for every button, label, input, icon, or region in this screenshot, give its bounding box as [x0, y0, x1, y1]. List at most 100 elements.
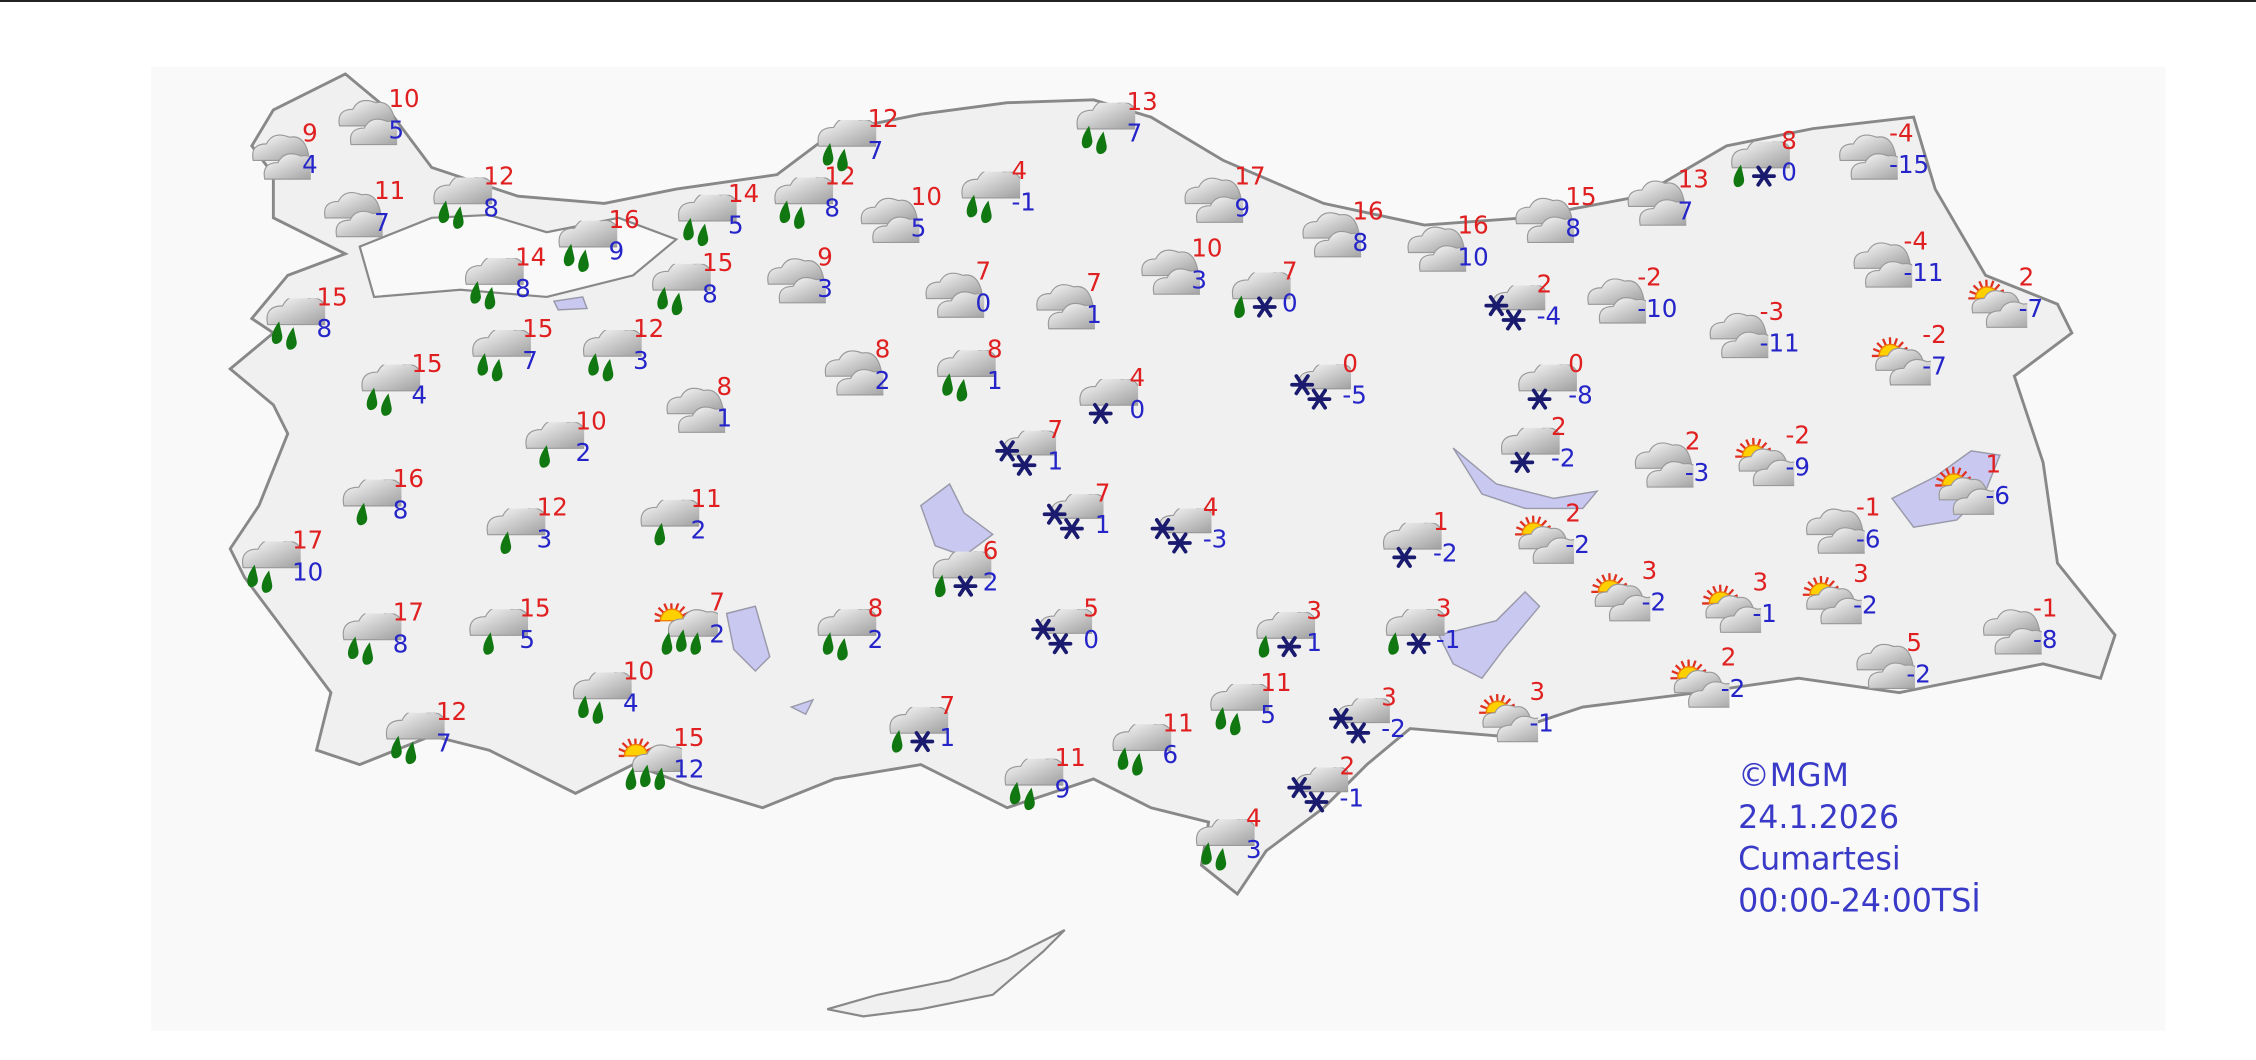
min-temp: 5 — [911, 218, 927, 242]
max-temp: 3 — [1853, 563, 1869, 587]
min-temp: 6 — [1163, 744, 1179, 768]
min-temp: 3 — [633, 350, 649, 374]
max-temp: 12 — [537, 497, 568, 521]
min-temp: -2 — [1853, 595, 1877, 619]
station-snow-showers: 2-1 — [1285, 767, 1386, 830]
max-temp: 2 — [2019, 267, 2035, 291]
station-partly-cloudy: -2-7 — [1868, 336, 1969, 399]
min-temp: 0 — [1129, 399, 1145, 423]
min-temp: 3 — [817, 278, 833, 302]
min-temp: 1 — [987, 370, 1003, 394]
max-temp: 15 — [673, 727, 704, 751]
min-temp: -1 — [1436, 629, 1460, 653]
min-temp: 1 — [1306, 632, 1322, 656]
max-temp: 3 — [1306, 601, 1322, 625]
max-temp: -1 — [1856, 497, 1880, 521]
station-partly-cloudy: 3-2 — [1799, 575, 1900, 638]
min-temp: 9 — [1234, 198, 1250, 222]
max-temp: 1 — [1433, 511, 1449, 535]
max-temp: 7 — [1047, 419, 1063, 443]
station-sleet: 3-1 — [1381, 609, 1482, 672]
max-temp: 7 — [940, 696, 956, 720]
max-temp: 4 — [1246, 808, 1262, 832]
max-temp: 14 — [728, 183, 759, 207]
max-temp: 12 — [436, 701, 467, 725]
min-temp: 5 — [519, 629, 535, 653]
forecast-day: Cumartesi — [1738, 839, 1981, 881]
station-snow-showers: 4-3 — [1148, 508, 1249, 571]
min-temp: 7 — [436, 733, 452, 757]
max-temp: 11 — [1163, 713, 1194, 737]
station-snow-showers: 2-4 — [1482, 285, 1583, 348]
min-temp: 9 — [609, 241, 625, 265]
min-temp: -2 — [1551, 448, 1575, 472]
max-temp: 3 — [1752, 572, 1768, 596]
min-temp: -6 — [1856, 529, 1880, 553]
copyright-label: ©MGM — [1738, 756, 1981, 798]
station-cloudy: -4-11 — [1849, 242, 1950, 305]
max-temp: 14 — [515, 247, 546, 271]
max-temp: 5 — [1906, 632, 1922, 656]
min-temp: 8 — [1565, 218, 1581, 242]
station-snow: 2-2 — [1496, 428, 1597, 491]
max-temp: 1 — [1986, 454, 2002, 478]
min-temp: 3 — [1191, 270, 1207, 294]
min-temp: 9 — [1055, 779, 1071, 803]
max-temp: 15 — [317, 287, 348, 311]
min-temp: -8 — [2033, 629, 2057, 653]
cyprus — [827, 930, 1064, 1016]
forecast-period: 00:00-24:00TSİ — [1738, 881, 1981, 923]
min-temp: 7 — [868, 140, 884, 164]
min-temp: 1 — [940, 727, 956, 751]
min-temp: 12 — [673, 759, 704, 783]
min-temp: 8 — [317, 319, 333, 343]
max-temp: 16 — [393, 468, 424, 492]
min-temp: 8 — [515, 278, 531, 302]
max-temp: 11 — [1260, 672, 1291, 696]
min-temp: -2 — [1381, 719, 1405, 743]
min-temp: -8 — [1568, 385, 1592, 409]
max-temp: 4 — [1011, 160, 1027, 184]
min-temp: 2 — [691, 520, 707, 544]
min-temp: -2 — [1721, 678, 1745, 702]
min-temp: 7 — [374, 212, 390, 236]
min-temp: -7 — [2019, 298, 2043, 322]
max-temp: 8 — [717, 376, 733, 400]
station-cloudy: 2-3 — [1630, 442, 1731, 505]
max-temp: -4 — [1904, 231, 1928, 255]
min-temp: 10 — [292, 562, 323, 586]
min-temp: -2 — [1906, 664, 1930, 688]
max-temp: 16 — [1352, 201, 1383, 225]
station-rain: 4-1 — [957, 172, 1058, 235]
max-temp: 10 — [388, 88, 419, 112]
min-temp: 8 — [1352, 232, 1368, 256]
min-temp: 4 — [411, 385, 427, 409]
max-temp: -2 — [1637, 267, 1661, 291]
max-temp: 6 — [983, 540, 999, 564]
min-temp: 8 — [393, 500, 409, 524]
max-temp: 3 — [1529, 681, 1545, 705]
station-cloudy: -1-8 — [1978, 609, 2079, 672]
min-temp: 5 — [388, 120, 404, 144]
